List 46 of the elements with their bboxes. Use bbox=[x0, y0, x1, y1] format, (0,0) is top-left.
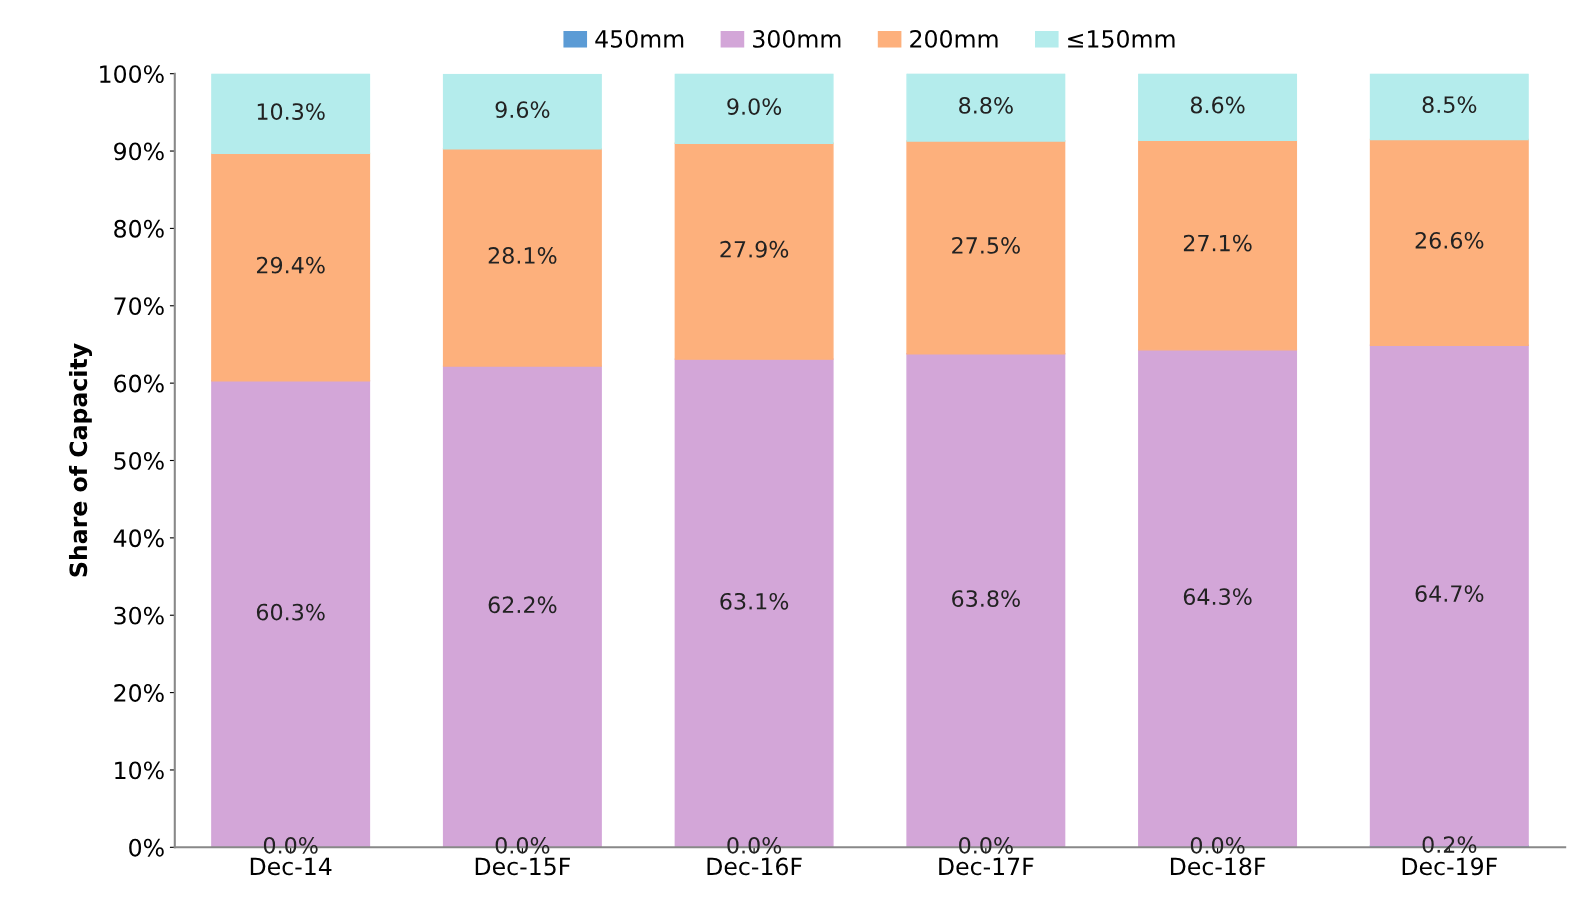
data-label: 0.0% bbox=[959, 836, 1013, 854]
data-label: 64.7% bbox=[1415, 585, 1484, 602]
y-tick-label: 40% bbox=[113, 529, 164, 548]
data-label: 0.0% bbox=[495, 836, 550, 854]
data-label: 27.5% bbox=[952, 237, 1020, 254]
y-tick-label: 20% bbox=[114, 684, 164, 702]
y-axis-title: Share of Capacity bbox=[68, 343, 93, 577]
data-label: 60.3% bbox=[256, 603, 325, 621]
y-tick-label: 80% bbox=[114, 219, 164, 238]
data-label: 0.0% bbox=[1190, 836, 1245, 854]
y-tick-label: 10% bbox=[115, 761, 164, 780]
data-label: 62.2% bbox=[488, 596, 557, 614]
data-label: 10.3% bbox=[257, 103, 325, 120]
data-label: 28.1% bbox=[488, 247, 557, 264]
y-tick-label: 30% bbox=[114, 606, 164, 625]
y-tick-label: 90% bbox=[114, 142, 164, 161]
y-tick-label: 100% bbox=[100, 65, 164, 83]
data-label: 9.0% bbox=[727, 98, 782, 115]
legend-label: ≤150mm bbox=[1068, 30, 1175, 48]
data-label: 8.8% bbox=[959, 96, 1013, 114]
data-label: 63.1% bbox=[720, 592, 789, 610]
x-tick-label: Dec-17F bbox=[939, 857, 1034, 876]
y-tick-label: 50% bbox=[114, 451, 164, 470]
y-tick-label: 70% bbox=[114, 297, 164, 316]
data-label: 0.0% bbox=[263, 836, 318, 854]
data-label: 8.6% bbox=[1190, 96, 1245, 114]
data-label: 27.1% bbox=[1183, 234, 1252, 252]
x-tick-label: Dec-19F bbox=[1402, 857, 1497, 876]
data-label: 64.3% bbox=[1183, 588, 1252, 606]
data-label: 8.5% bbox=[1422, 96, 1477, 114]
x-tick-label: Dec-18F bbox=[1170, 857, 1266, 876]
data-label: 27.9% bbox=[720, 240, 789, 258]
data-label: 9.6% bbox=[495, 101, 550, 119]
x-tick-label: Dec-14 bbox=[250, 857, 332, 876]
data-label: 26.6% bbox=[1415, 231, 1484, 249]
data-label: 63.8% bbox=[952, 590, 1020, 607]
x-tick-label: Dec-15F bbox=[475, 857, 570, 876]
legend-label: 450mm bbox=[595, 30, 684, 48]
legend-label: 200mm bbox=[910, 30, 998, 48]
legend-label: 300mm bbox=[753, 30, 841, 48]
data-label: 0.0% bbox=[727, 836, 782, 854]
x-tick-label: Dec-16F bbox=[707, 857, 802, 876]
data-label: 29.4% bbox=[256, 256, 325, 274]
data-label: 0.2% bbox=[1422, 836, 1477, 853]
y-tick-label: 0% bbox=[129, 838, 164, 857]
y-tick-label: 60% bbox=[114, 374, 164, 393]
